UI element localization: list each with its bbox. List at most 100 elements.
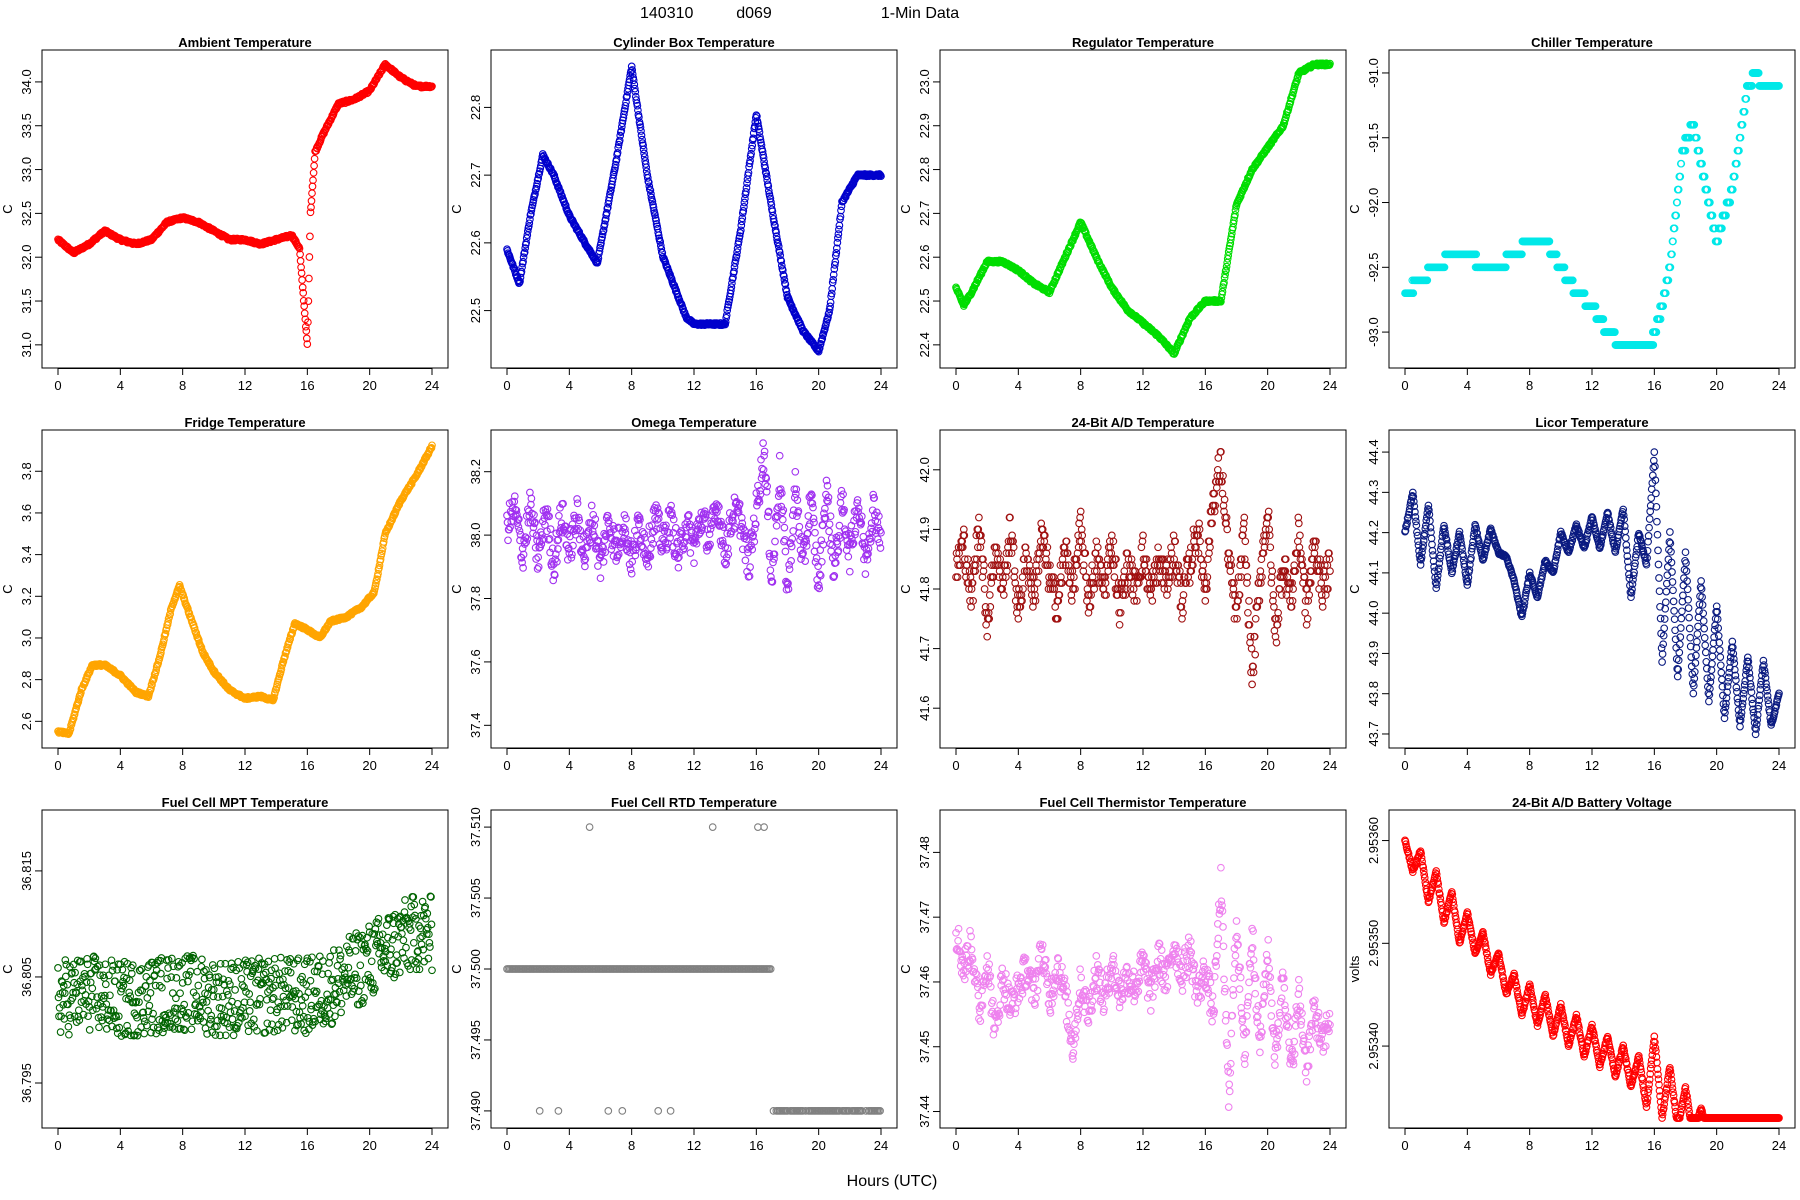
y-tick-label: 22.5	[917, 288, 932, 313]
data-point	[306, 208, 315, 217]
y-axis-label: C	[898, 204, 913, 213]
data-point	[811, 528, 819, 537]
x-tick-label: 16	[749, 758, 763, 773]
y-tick-label: 33.5	[19, 113, 34, 138]
data-point	[522, 234, 531, 242]
data-point	[771, 537, 779, 546]
data-point	[302, 327, 311, 335]
data-point	[1019, 585, 1027, 593]
x-tick-label: 20	[362, 758, 376, 773]
data-point	[1093, 543, 1102, 552]
data-point	[835, 221, 844, 230]
data-point	[533, 179, 541, 188]
panel-title: 24-Bit A/D Temperature	[1071, 415, 1214, 430]
y-tick-label: 22.7	[917, 201, 932, 226]
data-point	[517, 267, 526, 276]
data-point	[573, 499, 582, 508]
x-axis-label: Hours (UTC)	[847, 1173, 938, 1190]
data-point	[1014, 614, 1023, 623]
data-point	[516, 277, 524, 286]
data-point	[845, 567, 854, 576]
data-point	[983, 632, 992, 641]
panel-title: Omega Temperature	[631, 415, 756, 430]
data-point	[759, 439, 767, 447]
header-flight: d069	[736, 5, 772, 22]
y-axis-label: C	[0, 584, 15, 593]
data-point	[647, 535, 656, 544]
x-tick-label: 4	[566, 758, 573, 773]
data-points	[1401, 69, 1783, 349]
data-point	[686, 549, 695, 557]
data-point	[861, 570, 870, 578]
data-point	[518, 263, 526, 272]
x-tick-label: 16	[1198, 378, 1212, 393]
data-point	[525, 219, 534, 228]
x-tick-label: 8	[628, 378, 635, 393]
y-axis-label: C	[898, 584, 913, 593]
y-tick-label: 37.4	[468, 713, 483, 738]
x-tick-label: 24	[874, 378, 888, 393]
y-tick-label: 37.8	[468, 586, 483, 611]
y-axis-label: C	[449, 584, 464, 593]
x-tick-label: 20	[362, 378, 376, 393]
x-tick-label: 0	[952, 378, 959, 393]
data-point	[300, 309, 309, 318]
data-point	[986, 603, 995, 611]
data-point	[821, 504, 829, 513]
y-tick-label: 33.0	[19, 157, 34, 182]
data-point	[308, 182, 317, 191]
data-points	[54, 59, 436, 348]
x-tick-label: 20	[811, 378, 825, 393]
x-tick-label: 8	[179, 758, 186, 773]
x-tick-label: 4	[566, 378, 573, 393]
y-axis-label: C	[0, 204, 15, 213]
x-tick-label: 12	[1136, 378, 1150, 393]
data-point	[428, 82, 436, 91]
y-tick-label: 38.0	[468, 522, 483, 547]
data-point	[530, 510, 538, 519]
y-tick-label: 41.6	[917, 696, 932, 721]
data-point	[520, 248, 529, 257]
x-tick-label: 16	[300, 378, 314, 393]
data-point	[308, 189, 316, 198]
data-point	[985, 591, 994, 599]
x-tick-label: 0	[1401, 378, 1408, 393]
data-point	[778, 515, 787, 524]
data-point	[296, 257, 305, 265]
data-point	[627, 569, 636, 578]
x-tick-label: 0	[503, 378, 510, 393]
y-tick-label: 37.6	[468, 649, 483, 674]
y-tick-label: 3.6	[19, 504, 34, 522]
x-tick-label: 8	[179, 378, 186, 393]
data-point	[1033, 579, 1042, 587]
data-point	[304, 318, 312, 327]
x-tick-label: 24	[874, 758, 888, 773]
y-tick-label: 41.9	[917, 517, 932, 542]
data-point	[310, 154, 319, 163]
data-point	[534, 563, 543, 571]
data-point	[825, 520, 834, 529]
data-point	[307, 197, 316, 205]
data-point	[1115, 620, 1124, 629]
x-tick-label: 4	[117, 758, 124, 773]
data-point	[836, 498, 845, 507]
x-tick-label: 4	[1015, 758, 1022, 773]
data-point	[780, 523, 789, 532]
data-point	[298, 276, 306, 284]
header-resolution: 1-Min Data	[881, 5, 959, 22]
data-point	[310, 161, 318, 170]
plot-frame	[1388, 49, 1796, 369]
data-point	[534, 174, 543, 183]
y-tick-label: 23.0	[917, 69, 932, 94]
y-axis-label: C	[449, 204, 464, 213]
data-point	[825, 527, 833, 536]
y-tick-label: 34.0	[19, 69, 34, 94]
data-point	[598, 230, 607, 239]
